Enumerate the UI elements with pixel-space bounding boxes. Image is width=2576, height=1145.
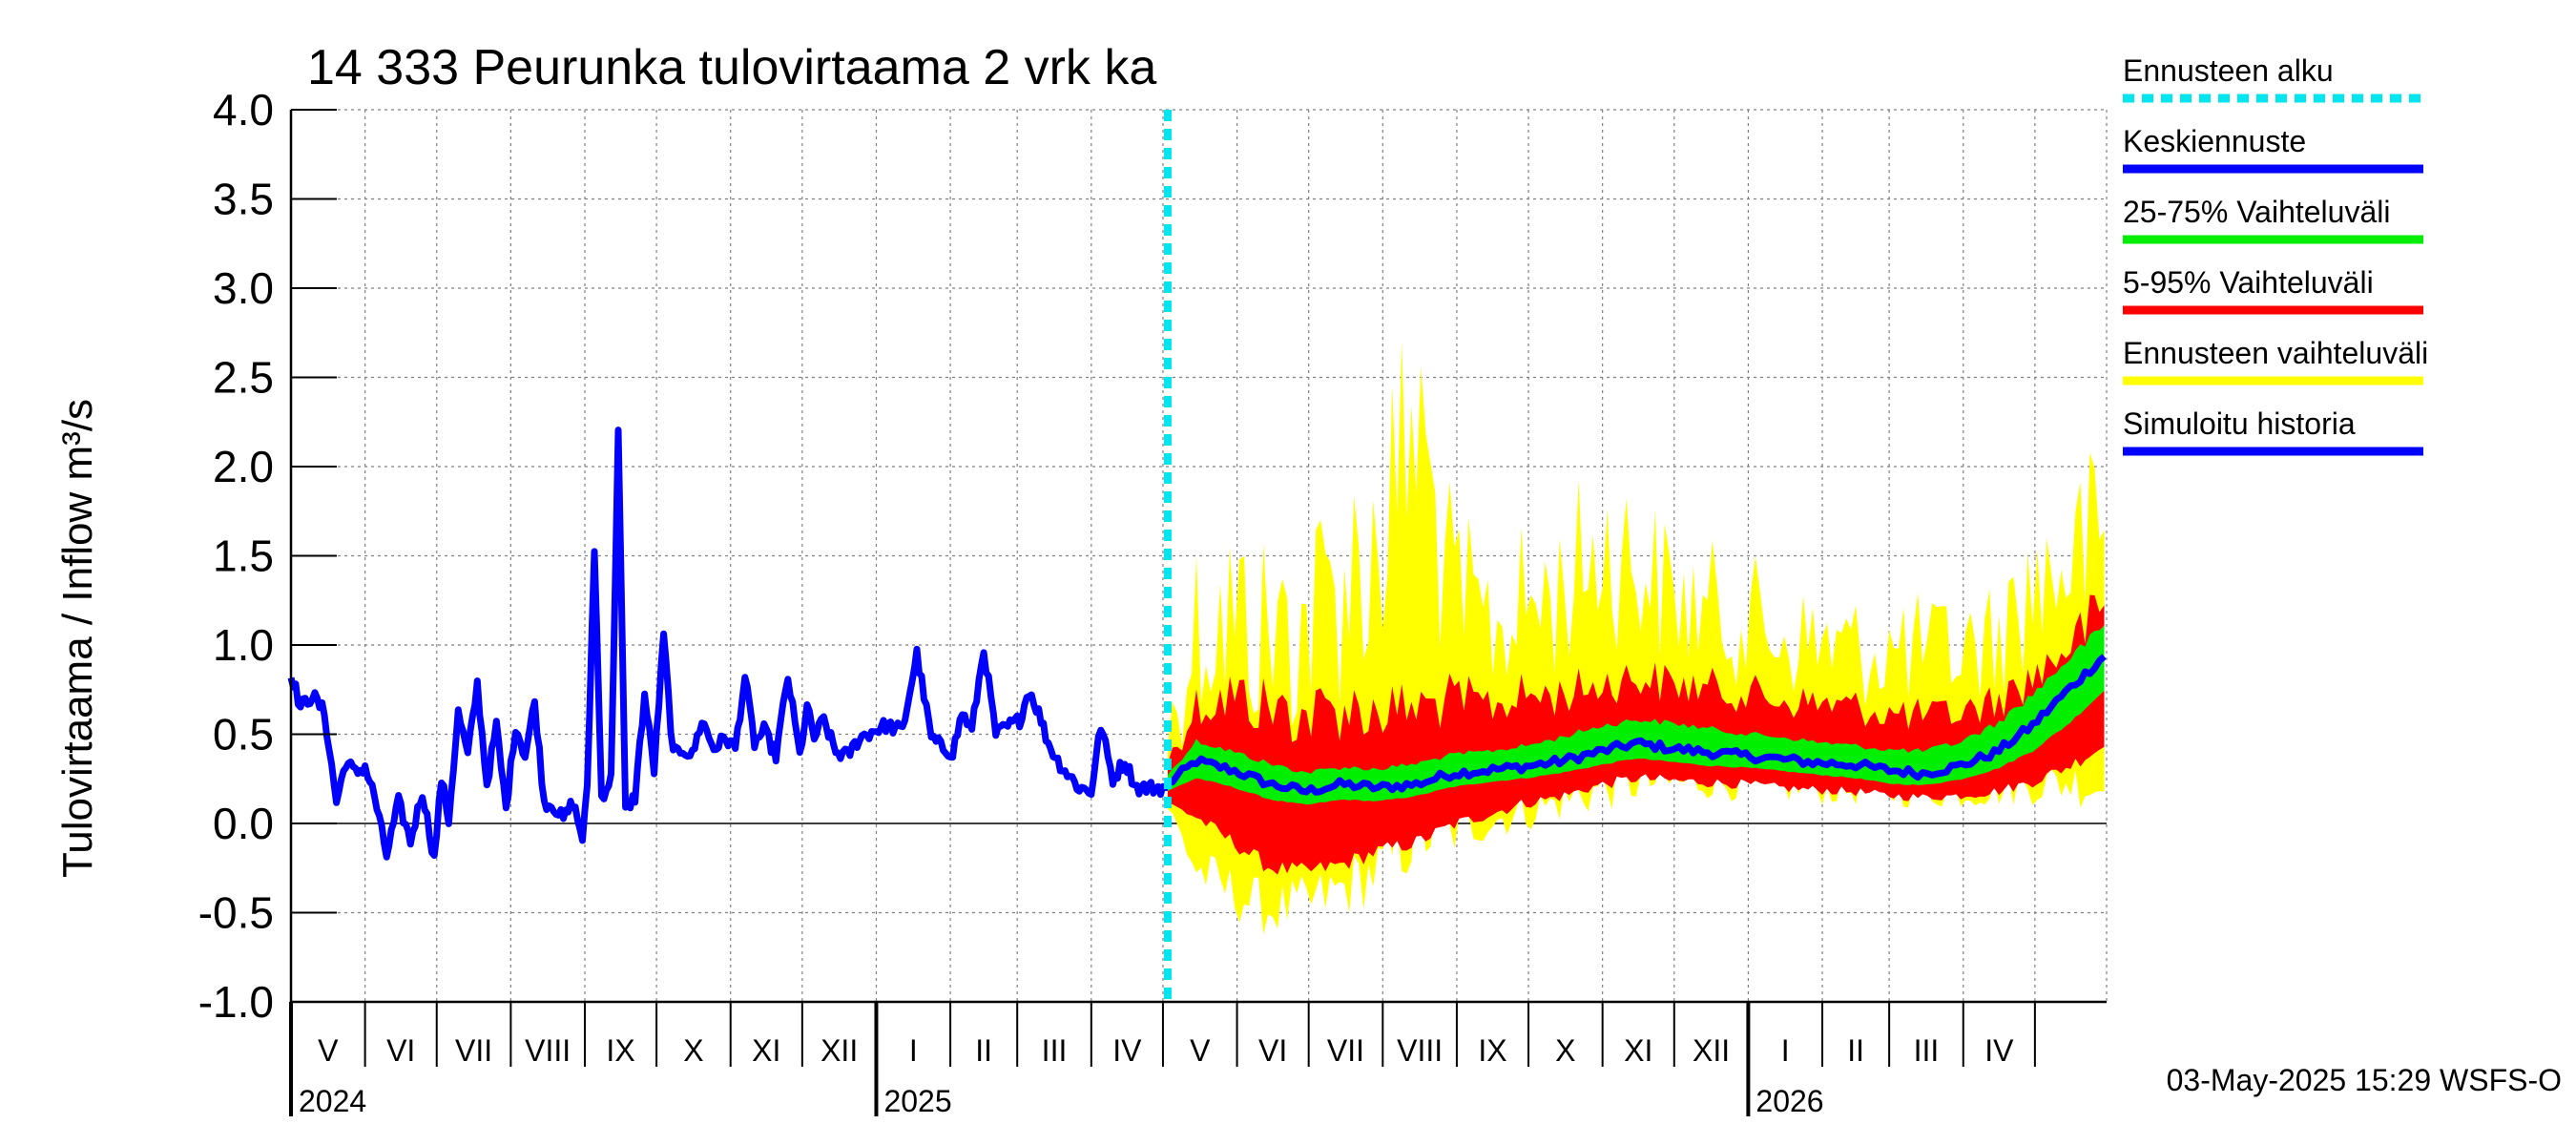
y-tick-label: -0.5 — [198, 888, 274, 938]
month-label: III — [1042, 1033, 1068, 1068]
legend-item: 5-95% Vaihteluväli — [2123, 265, 2423, 315]
y-tick-label: 2.5 — [213, 353, 274, 403]
month-label: XI — [752, 1033, 780, 1068]
chart-title: 14 333 Peurunka tulovirtaama 2 vrk ka — [307, 40, 1156, 95]
y-tick-label: 0.0 — [213, 799, 274, 848]
legend-item: Keskiennuste — [2123, 124, 2423, 174]
legend-item: 25-75% Vaihteluväli — [2123, 195, 2423, 244]
y-axis-label: Tulovirtaama / Inflow m³/s — [54, 399, 101, 878]
month-label: VI — [1258, 1033, 1287, 1068]
month-label: VIII — [525, 1033, 571, 1068]
legend-item: Ennusteen vaihteluväli — [2123, 336, 2428, 385]
month-label: II — [1847, 1033, 1864, 1068]
band-25-75 — [1167, 625, 2105, 805]
legend-label: 25-75% Vaihteluväli — [2123, 195, 2390, 229]
legend-label: Keskiennuste — [2123, 124, 2306, 158]
month-label: V — [1190, 1033, 1211, 1068]
timestamp: 03-May-2025 15:29 WSFS-O — [2167, 1063, 2562, 1097]
legend-label: 5-95% Vaihteluväli — [2123, 265, 2374, 300]
year-label: 2026 — [1755, 1084, 1823, 1118]
y-tick-label: -1.0 — [198, 977, 274, 1027]
year-label: 2024 — [299, 1084, 366, 1118]
legend-item: Simuloitu historia — [2123, 406, 2423, 456]
axes: -1.0-0.50.00.51.01.52.02.53.03.54.0V VI VI… — [198, 85, 2108, 1118]
y-tick-label: 4.0 — [213, 85, 274, 135]
month-label: IX — [606, 1033, 634, 1068]
month-label: IX — [1478, 1033, 1506, 1068]
y-tick-label: 1.0 — [213, 620, 274, 670]
month-label: V — [318, 1033, 339, 1068]
month-label: XII — [821, 1033, 858, 1068]
legend-label: Simuloitu historia — [2123, 406, 2356, 441]
month-label: II — [975, 1033, 992, 1068]
year-label: 2025 — [883, 1084, 951, 1118]
month-label: X — [1555, 1033, 1575, 1068]
month-label: I — [1781, 1033, 1790, 1068]
y-tick-label: 1.5 — [213, 531, 274, 581]
month-label: VII — [455, 1033, 492, 1068]
median-line — [1167, 654, 2107, 796]
y-tick-label: 3.5 — [213, 175, 274, 224]
legend-item: Ennusteen alku — [2123, 53, 2423, 103]
series-layer — [287, 110, 2107, 1002]
y-tick-label: 2.0 — [213, 442, 274, 491]
y-tick-label: 3.0 — [213, 263, 274, 313]
history-line — [287, 427, 1169, 861]
month-label: IV — [1984, 1033, 2014, 1068]
month-label: IV — [1112, 1033, 1142, 1068]
month-label: III — [1914, 1033, 1940, 1068]
month-label: XII — [1693, 1033, 1730, 1068]
legend-label: Ennusteen alku — [2123, 53, 2334, 88]
month-label: VI — [386, 1033, 415, 1068]
month-label: VIII — [1397, 1033, 1443, 1068]
month-label: VII — [1327, 1033, 1364, 1068]
legend: Ennusteen alku Keskiennuste 25-75% Vaihtel… — [2123, 53, 2428, 456]
month-label: I — [909, 1033, 918, 1068]
legend-label: Ennusteen vaihteluväli — [2123, 336, 2428, 370]
month-label: X — [683, 1033, 703, 1068]
month-label: XI — [1624, 1033, 1652, 1068]
y-tick-label: 0.5 — [213, 710, 274, 760]
